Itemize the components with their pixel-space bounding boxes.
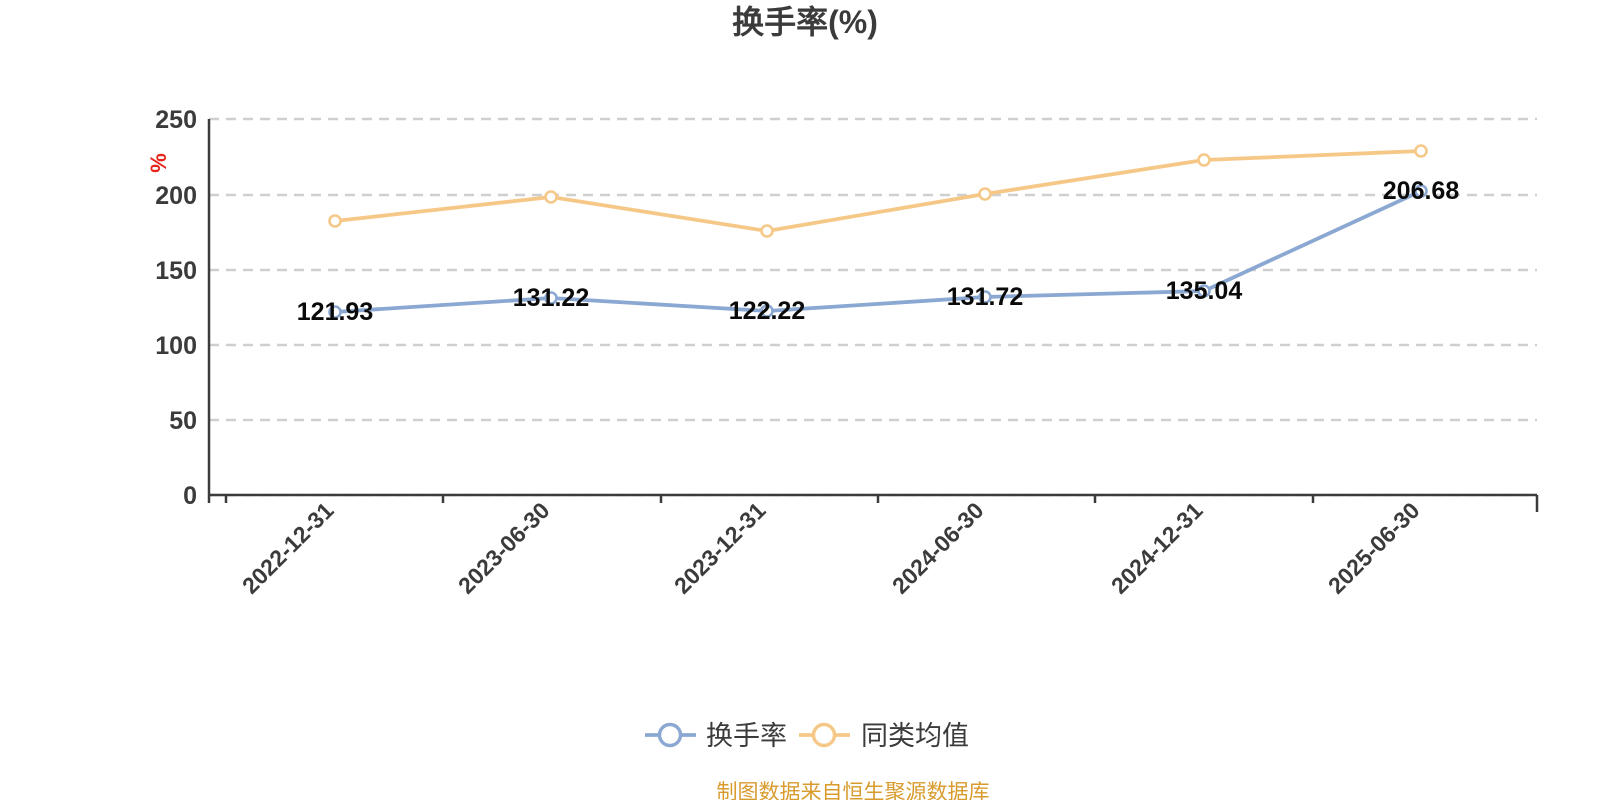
svg-text:150: 150 (155, 257, 197, 285)
svg-text:换手率: 换手率 (706, 721, 787, 751)
svg-text:2023-06-30: 2023-06-30 (453, 497, 555, 599)
svg-text:135.04: 135.04 (1166, 277, 1243, 305)
svg-text:2022-12-31: 2022-12-31 (237, 497, 339, 599)
svg-text:250: 250 (155, 106, 197, 134)
svg-text:同类均值: 同类均值 (861, 721, 969, 751)
svg-text:0: 0 (183, 482, 197, 510)
svg-text:121.93: 121.93 (297, 298, 373, 326)
svg-text:50: 50 (169, 407, 197, 435)
svg-text:2023-12-31: 2023-12-31 (669, 497, 771, 599)
svg-text:制图数据来自恒生聚源数据库: 制图数据来自恒生聚源数据库 (717, 781, 990, 800)
svg-text:100: 100 (155, 332, 197, 360)
svg-text:2024-12-31: 2024-12-31 (1106, 497, 1208, 599)
svg-text:2024-06-30: 2024-06-30 (887, 497, 989, 599)
svg-text:换手率(%): 换手率(%) (732, 4, 878, 40)
svg-text:206.68: 206.68 (1383, 177, 1460, 205)
svg-text:131.72: 131.72 (947, 283, 1023, 311)
svg-text:200: 200 (155, 182, 197, 210)
svg-text:%: % (146, 153, 171, 173)
svg-text:122.22: 122.22 (729, 297, 805, 325)
svg-text:131.22: 131.22 (513, 284, 589, 312)
svg-text:2025-06-30: 2025-06-30 (1323, 497, 1425, 599)
